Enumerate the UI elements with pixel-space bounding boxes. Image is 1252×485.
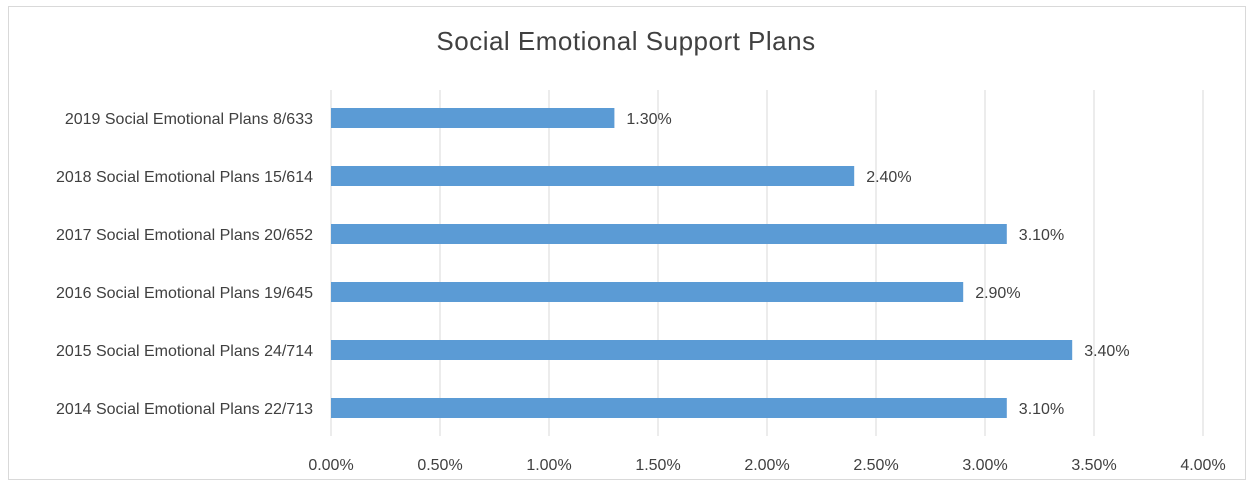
- x-tick-label: 4.00%: [1180, 457, 1225, 474]
- data-label: 2.40%: [866, 169, 911, 186]
- data-label: 3.10%: [1019, 227, 1064, 244]
- bar: [331, 340, 1073, 360]
- bar: [331, 108, 615, 128]
- x-tick-label: 2.00%: [744, 457, 789, 474]
- bar: [331, 282, 964, 302]
- chart-title: Social Emotional Support Plans: [436, 26, 816, 56]
- bar: [331, 224, 1007, 244]
- x-tick-label: 0.00%: [308, 457, 353, 474]
- category-label: 2017 Social Emotional Plans 20/652: [56, 227, 313, 244]
- category-label: 2015 Social Emotional Plans 24/714: [56, 343, 313, 360]
- category-label: 2014 Social Emotional Plans 22/713: [56, 401, 313, 418]
- x-tick-label: 2.50%: [853, 457, 898, 474]
- category-label: 2019 Social Emotional Plans 8/633: [65, 111, 313, 128]
- x-tick-label: 1.50%: [635, 457, 680, 474]
- x-tick-label: 3.50%: [1071, 457, 1116, 474]
- x-tick-label: 0.50%: [417, 457, 462, 474]
- bar: [331, 166, 855, 186]
- data-label: 3.40%: [1084, 343, 1129, 360]
- x-tick-label: 3.00%: [962, 457, 1007, 474]
- data-label: 2.90%: [975, 285, 1020, 302]
- category-label: 2016 Social Emotional Plans 19/645: [56, 285, 313, 302]
- x-tick-label: 1.00%: [526, 457, 571, 474]
- data-label: 1.30%: [626, 111, 671, 128]
- data-label: 3.10%: [1019, 401, 1064, 418]
- category-label: 2018 Social Emotional Plans 15/614: [56, 169, 313, 186]
- bar: [331, 398, 1007, 418]
